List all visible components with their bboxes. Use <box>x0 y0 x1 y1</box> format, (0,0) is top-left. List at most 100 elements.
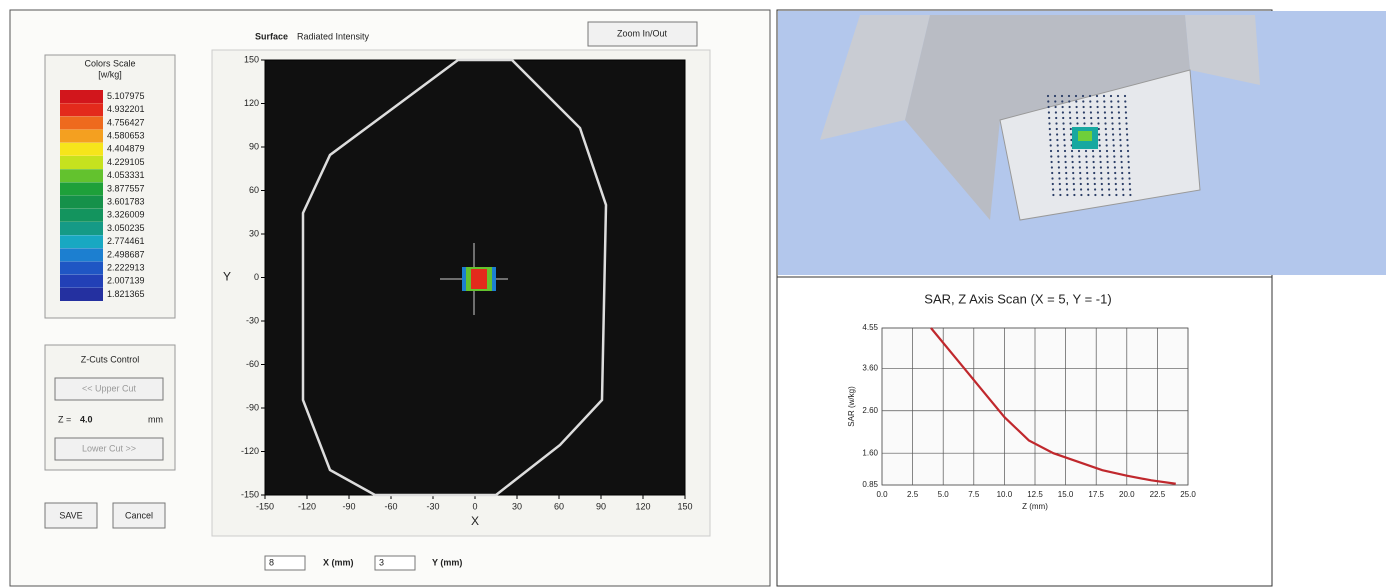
scan-dot <box>1115 193 1118 197</box>
scan-dot <box>1125 116 1128 120</box>
scan-dot <box>1069 127 1072 131</box>
scan-dot <box>1089 105 1092 109</box>
scan-dot <box>1078 160 1081 164</box>
scan-dot <box>1119 133 1122 136</box>
x-tick-label: 25.0 <box>1180 490 1196 499</box>
y-tick-label: 2.60 <box>862 406 878 415</box>
scan-dot <box>1127 160 1130 164</box>
scan-dot <box>1087 188 1090 191</box>
scan-dot <box>1112 138 1115 142</box>
zoom-button[interactable] <box>587 21 698 47</box>
y-tick-label: 0 <box>254 272 259 282</box>
scan-dot <box>1125 127 1128 131</box>
scan-dot <box>1046 94 1050 98</box>
scan-dot <box>1079 171 1082 175</box>
scan-dot <box>1047 100 1050 103</box>
x-axis-label: X <box>471 514 479 528</box>
color-swatch <box>60 195 103 209</box>
scan-dot <box>1112 133 1115 136</box>
scan-dot <box>1110 111 1113 114</box>
x-tick-label: 2.5 <box>907 490 919 499</box>
3d-view <box>778 11 1386 275</box>
zcuts-title: Z-Cuts Control <box>81 354 140 364</box>
y-value: 3 <box>379 557 384 567</box>
3d-wall-right <box>1185 15 1260 85</box>
scan-dot <box>1121 182 1124 186</box>
scan-dot <box>1086 171 1089 175</box>
scan-dot <box>1072 171 1075 175</box>
y-axis-label: Y <box>223 270 231 284</box>
color-scale-label: 2.498687 <box>107 249 145 259</box>
scan-dot <box>1056 144 1059 147</box>
scan-dot <box>1073 188 1076 191</box>
scan-dot <box>1119 144 1122 147</box>
y-tick-label: 1.60 <box>862 448 878 457</box>
color-scale-label: 2.007139 <box>107 276 145 286</box>
y-axis-label: SAR (w/kg) <box>847 386 856 427</box>
scan-dot <box>1049 149 1053 153</box>
color-swatch <box>60 261 103 275</box>
scan-dot <box>1120 155 1123 158</box>
color-swatch <box>60 142 103 156</box>
scan-dot <box>1055 122 1058 125</box>
color-swatch <box>60 103 103 117</box>
x-tick-label: -150 <box>256 501 274 511</box>
scan-dot <box>1098 133 1101 136</box>
scan-dot <box>1124 105 1127 109</box>
scan-dot <box>1107 182 1110 186</box>
scan-dot <box>1126 133 1129 136</box>
x-value: 8 <box>269 557 274 567</box>
scan-dot <box>1103 105 1106 109</box>
lower-cut-button[interactable] <box>54 437 164 461</box>
save-button[interactable] <box>44 502 98 529</box>
scan-dot <box>1125 122 1128 125</box>
scan-dot <box>1096 111 1099 114</box>
color-scale-label: 2.774461 <box>107 236 145 246</box>
scan-dot <box>1093 171 1096 175</box>
upper-cut-button[interactable] <box>54 377 164 401</box>
scan-dot <box>1102 94 1106 98</box>
scan-dot <box>1086 182 1089 186</box>
scan-dot <box>1052 188 1055 191</box>
scan-dot <box>1091 149 1095 153</box>
x-tick-label: 90 <box>596 501 606 511</box>
y-tick-label: -120 <box>241 446 259 456</box>
scan-dot <box>1065 177 1068 180</box>
scan-dot <box>1057 166 1060 169</box>
scan-dot <box>1110 105 1113 109</box>
y-tick-label: 3.60 <box>862 363 878 372</box>
scan-dot <box>1093 177 1096 180</box>
scan-dot <box>1098 138 1101 142</box>
scan-dot <box>1128 177 1131 180</box>
scan-dot <box>1063 149 1067 153</box>
scan-dot <box>1051 182 1054 186</box>
scan-dot <box>1128 182 1131 186</box>
scan-dot <box>1098 144 1101 147</box>
chart-title: SAR, Z Axis Scan (X = 5, Y = -1) <box>924 291 1111 306</box>
scan-dot <box>1063 138 1066 142</box>
scan-dot <box>1128 171 1131 175</box>
phantom-outline <box>301 58 608 497</box>
scan-dot <box>1112 149 1116 153</box>
scan-dot <box>1062 116 1065 120</box>
scan-dot <box>1113 166 1116 169</box>
data-line <box>930 327 1176 485</box>
scan-dot <box>1075 111 1078 114</box>
scan-dot <box>1082 111 1085 114</box>
scan-dot <box>1129 188 1132 191</box>
scan-dot <box>1086 177 1089 180</box>
y-field[interactable] <box>374 555 416 571</box>
scan-dot <box>1079 177 1082 180</box>
cancel-button[interactable] <box>112 502 166 529</box>
lower-cut-label: Lower Cut >> <box>82 443 136 453</box>
scan-dot <box>1066 188 1069 191</box>
scan-dot <box>1053 94 1057 98</box>
color-swatch <box>60 222 103 235</box>
scan-dot <box>1118 116 1121 120</box>
x-field[interactable] <box>264 555 306 571</box>
scan-dot <box>1058 171 1061 175</box>
scan-dot <box>1118 127 1121 131</box>
scan-dot <box>1059 188 1062 191</box>
scan-dot <box>1112 144 1115 147</box>
scan-dot <box>1069 122 1072 125</box>
